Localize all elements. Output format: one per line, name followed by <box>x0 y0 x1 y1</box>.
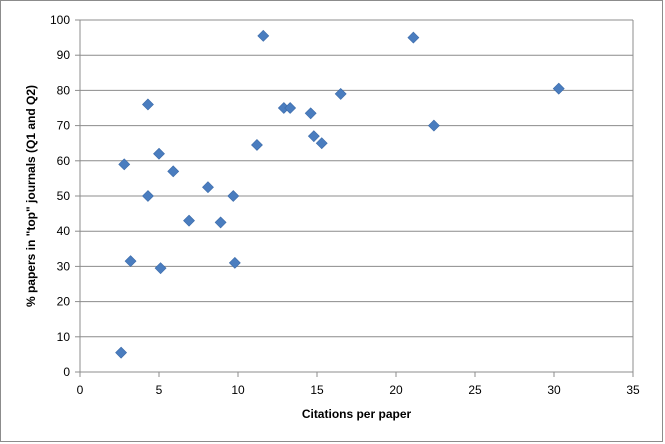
y-tick-label: 100 <box>50 13 70 27</box>
data-point <box>154 262 167 275</box>
data-point <box>124 255 137 268</box>
data-point <box>142 190 154 202</box>
data-point <box>407 31 420 44</box>
y-tick-label: 80 <box>57 83 71 97</box>
axes <box>75 19 634 377</box>
x-tick-label: 20 <box>389 383 403 397</box>
x-tick-label: 35 <box>626 383 640 397</box>
gridlines <box>80 19 633 338</box>
data-point <box>257 29 270 42</box>
y-tick-label: 40 <box>57 224 71 238</box>
data-point <box>307 130 320 143</box>
data-point <box>115 346 128 359</box>
y-tick-label: 60 <box>57 154 71 168</box>
x-tick-label: 0 <box>77 383 84 397</box>
x-tick-label: 30 <box>547 383 561 397</box>
data-point <box>227 190 240 202</box>
y-tick-label: 70 <box>57 119 71 133</box>
data-point <box>251 139 263 151</box>
y-tick-label: 20 <box>57 295 71 309</box>
data-point <box>315 137 328 150</box>
data-point <box>284 102 297 114</box>
data-point <box>304 107 317 120</box>
y-tick-label: 50 <box>57 189 71 203</box>
data-point <box>214 216 227 229</box>
data-point <box>552 82 565 95</box>
x-tick-labels: 0 5 10 15 20 25 30 35 <box>77 383 640 397</box>
x-tick-label: 10 <box>231 383 245 397</box>
data-point <box>183 214 195 227</box>
y-axis-label: % papers in "top" journals (Q1 and Q2) <box>24 85 38 307</box>
data-point <box>334 87 347 100</box>
y-tick-label: 10 <box>57 330 71 344</box>
x-tick-label: 25 <box>468 383 482 397</box>
data-point <box>142 98 154 111</box>
x-tick-label: 15 <box>310 383 324 397</box>
data-point <box>167 165 180 178</box>
y-tick-label: 90 <box>57 48 71 62</box>
data-point <box>202 181 214 194</box>
data-point <box>118 158 131 171</box>
data-points <box>115 29 565 359</box>
x-tick-label: 5 <box>156 383 163 397</box>
x-axis-label: Citations per paper <box>302 407 412 421</box>
data-point <box>427 119 440 132</box>
data-point <box>153 147 165 160</box>
y-tick-labels: 0 10 20 30 40 50 60 70 80 90 100 <box>50 13 70 379</box>
data-point <box>228 256 241 269</box>
y-tick-label: 30 <box>57 259 71 273</box>
y-tick-label: 0 <box>63 365 70 379</box>
